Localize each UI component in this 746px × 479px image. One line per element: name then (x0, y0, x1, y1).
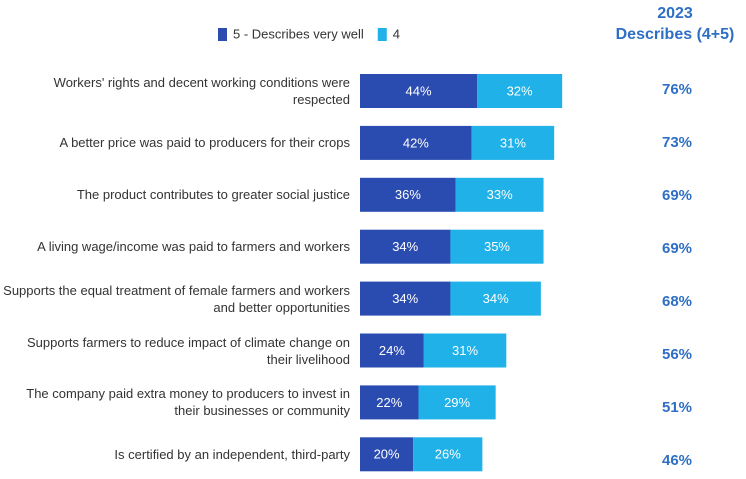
value-label: 34% (392, 239, 418, 254)
bar-segment (360, 74, 478, 108)
bar-segment (413, 437, 483, 472)
totals-subheader: Describes (4+5) (615, 26, 735, 43)
total-label: 73% (662, 134, 692, 151)
category-label: Workers' rights and decent working condi… (53, 75, 350, 107)
totals-header: 2023 (657, 5, 693, 22)
total-label: 51% (662, 399, 692, 416)
bar-segment (360, 177, 456, 212)
category-label: The company paid extra money to producer… (26, 386, 350, 419)
total-label: 76% (662, 81, 692, 98)
category-label: A better price was paid to producers for… (59, 135, 350, 151)
bar-segment (360, 437, 414, 472)
value-label: 24% (379, 343, 405, 358)
bar-segment (450, 281, 541, 316)
bar-segment (360, 333, 424, 368)
value-label: 34% (483, 291, 509, 306)
value-label: 29% (444, 395, 470, 410)
value-label: 26% (435, 447, 461, 462)
bar-segment (360, 229, 451, 264)
value-label: 34% (392, 291, 418, 306)
bar-segment (450, 229, 544, 264)
total-label: 46% (662, 452, 692, 469)
value-label: 31% (500, 135, 526, 150)
bar-segment (455, 177, 544, 212)
legend-label: 4 (393, 26, 400, 41)
total-label: 69% (662, 187, 692, 204)
category-label: Supports the equal treatment of female f… (3, 282, 350, 315)
category-label: The product contributes to greater socia… (76, 187, 350, 203)
total-label: 69% (662, 240, 692, 257)
total-label: 56% (662, 346, 692, 363)
legend-label: 5 - Describes very well (233, 26, 364, 41)
value-label: 32% (507, 83, 533, 98)
value-label: 36% (395, 187, 421, 202)
bar-segment (471, 125, 555, 160)
value-label: 20% (374, 447, 400, 462)
value-label: 35% (484, 239, 510, 254)
value-label: 33% (487, 187, 513, 202)
value-label: 44% (406, 83, 432, 98)
value-label: 42% (403, 135, 429, 150)
bar-segment (477, 74, 563, 108)
value-label: 22% (376, 395, 402, 410)
category-label: Is certified by an independent, third-pa… (114, 446, 350, 462)
bar-segment (360, 385, 419, 420)
value-label: 31% (452, 343, 478, 358)
bar-segment (360, 125, 472, 160)
category-label: Supports farmers to reduce impact of cli… (27, 334, 350, 367)
total-label: 68% (662, 293, 692, 310)
bar-segment (360, 281, 451, 316)
legend-swatch (377, 28, 387, 41)
bar-segment (418, 385, 496, 420)
category-label: A living wage/income was paid to farmers… (37, 239, 350, 255)
bar-segment (423, 333, 507, 368)
legend-swatch (218, 28, 227, 41)
